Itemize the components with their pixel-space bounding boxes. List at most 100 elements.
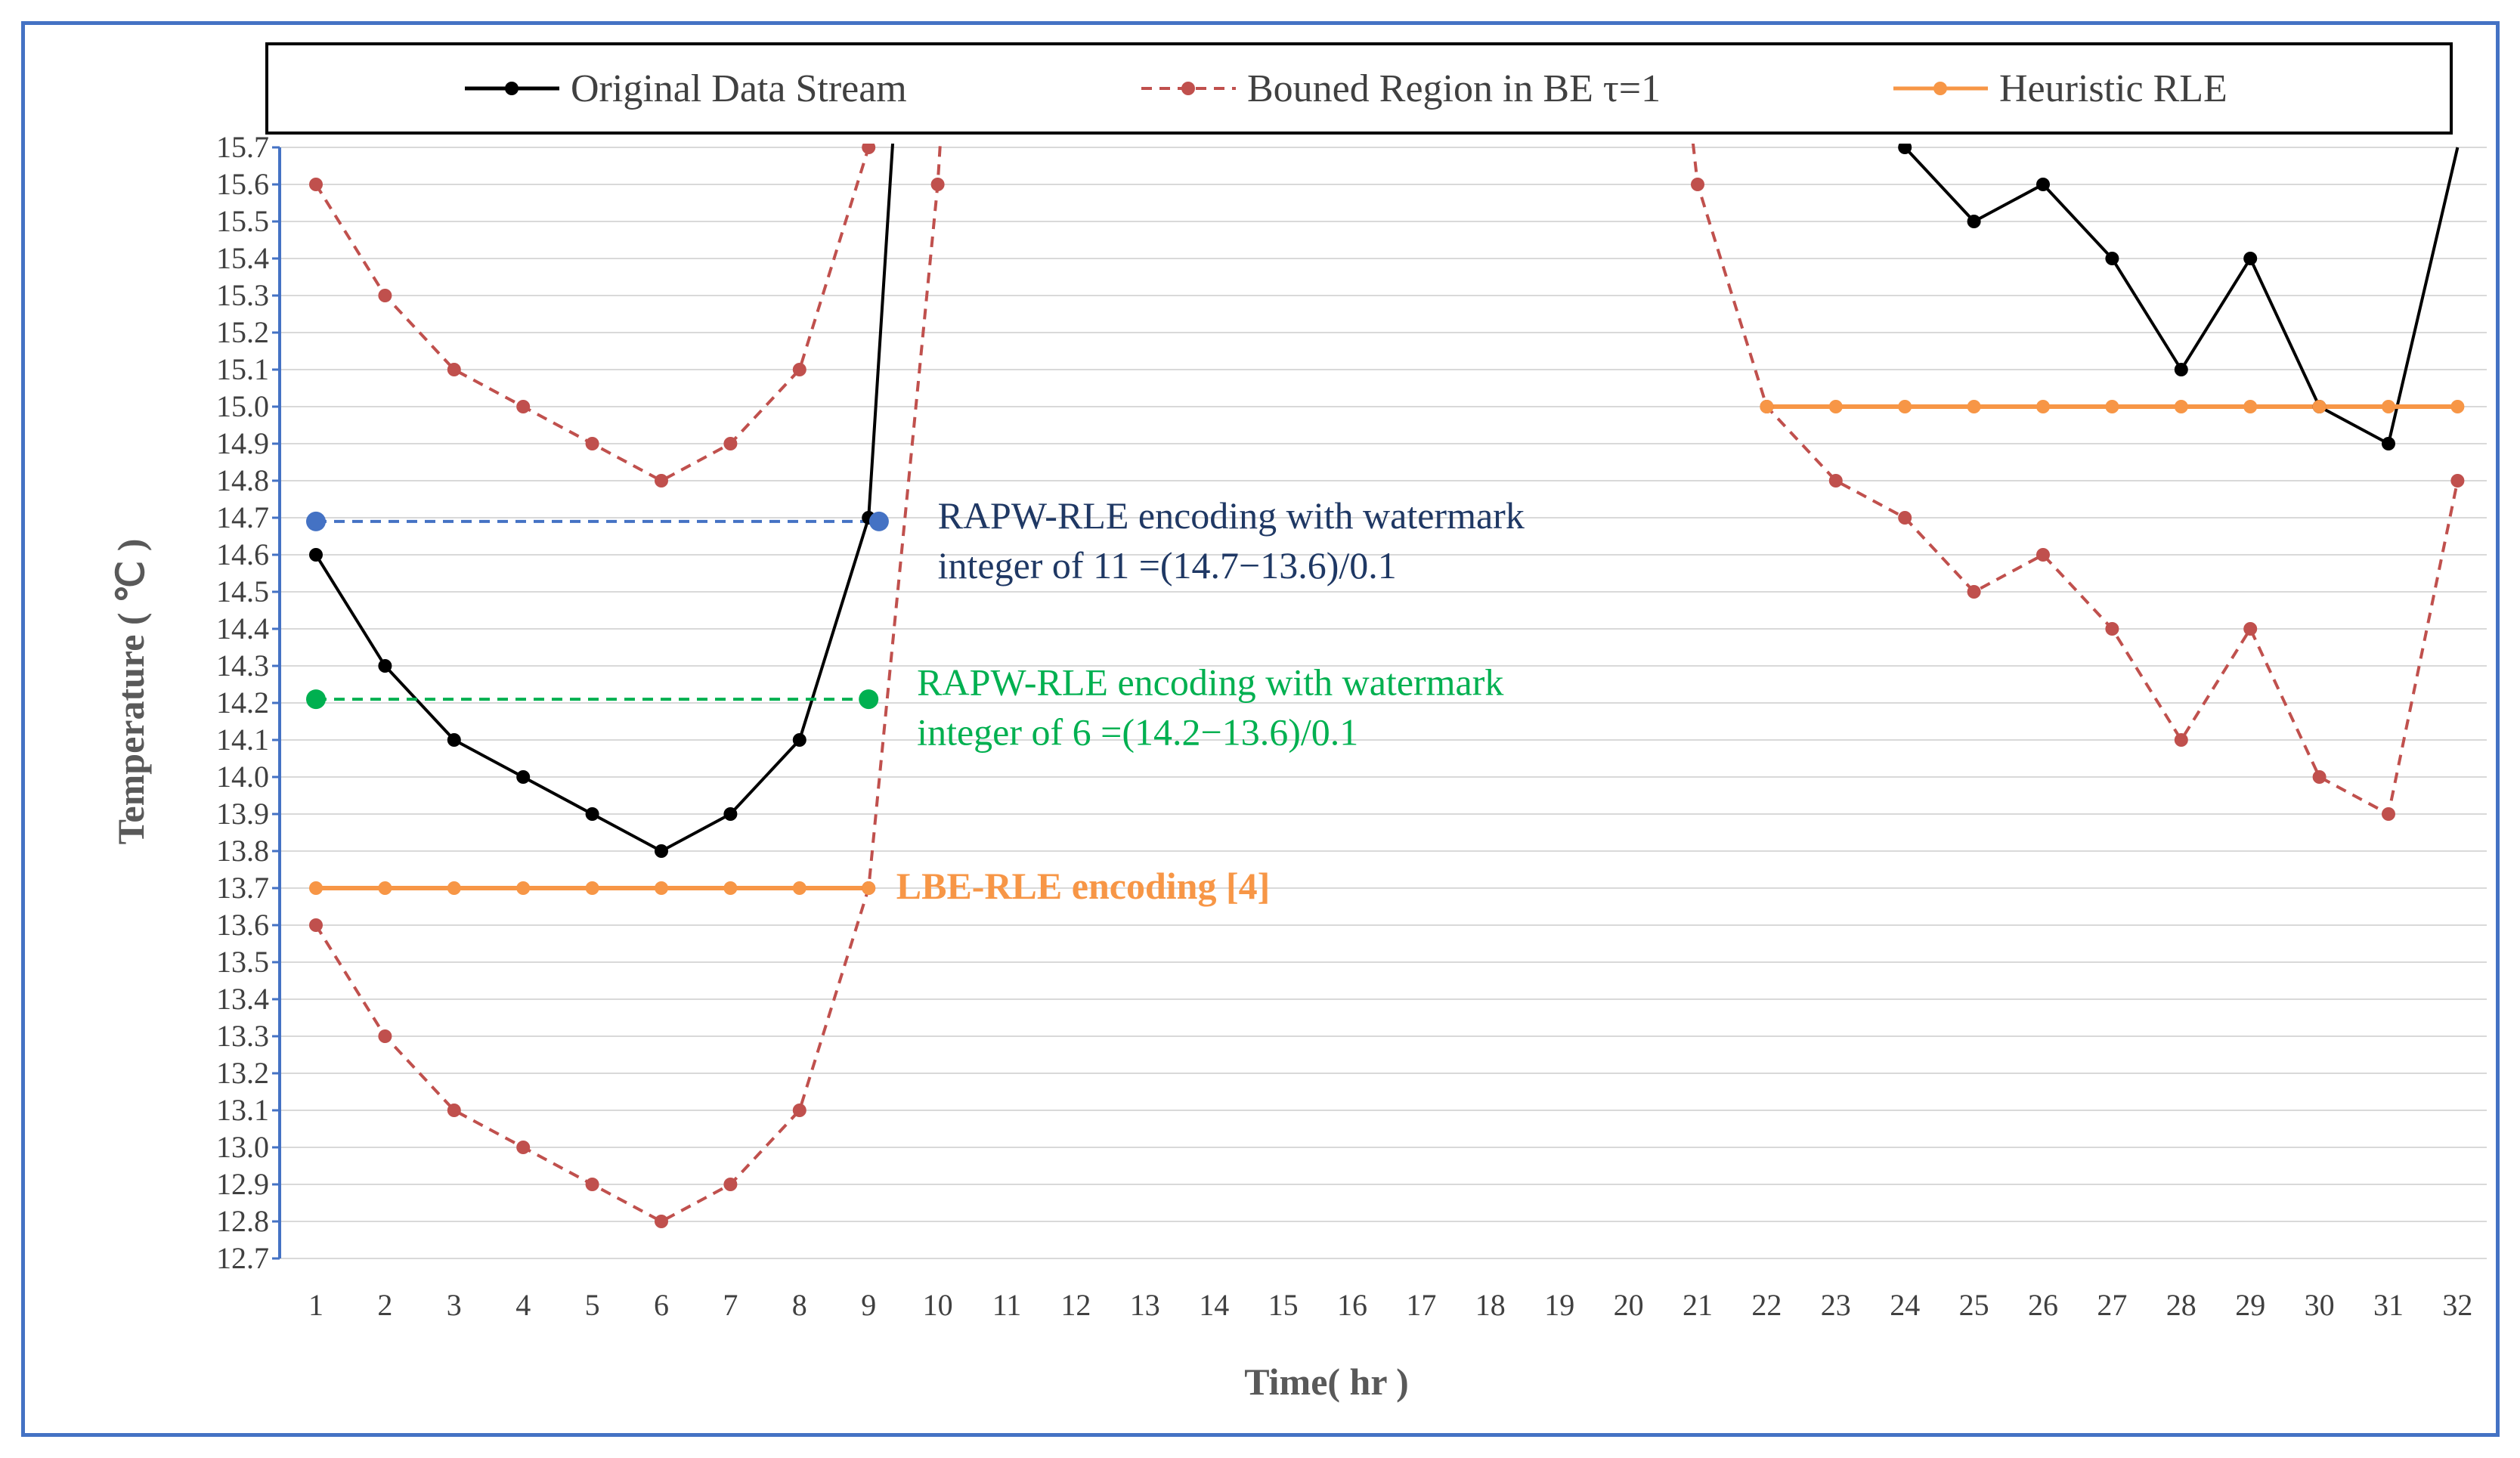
data-point-2 xyxy=(1898,400,1912,413)
y-tick-label: 14.6 xyxy=(216,537,269,571)
x-tick-label: 27 xyxy=(2097,1288,2127,1322)
points-layer xyxy=(306,144,2465,1228)
x-tick-label: 26 xyxy=(2028,1288,2058,1322)
data-point-1 xyxy=(447,363,461,376)
y-tick-label: 15.1 xyxy=(216,352,269,386)
data-point-2 xyxy=(2450,400,2465,413)
series-layer xyxy=(314,144,2460,1223)
y-tick-label: 15.6 xyxy=(216,167,269,201)
data-point-3 xyxy=(585,881,599,895)
legend-label: Heuristic RLE xyxy=(1999,67,2227,110)
data-point-2 xyxy=(2105,400,2119,413)
annotation-text: RAPW-RLE encoding with watermark xyxy=(917,661,1503,704)
y-tick-label: 13.9 xyxy=(216,797,269,831)
data-point-1 xyxy=(1828,474,1843,488)
data-point-0 xyxy=(2382,437,2395,450)
y-tick-label: 14.1 xyxy=(216,723,269,757)
data-point-2 xyxy=(1828,400,1843,413)
x-tick-label: 9 xyxy=(861,1288,876,1322)
y-tick-label: 14.8 xyxy=(216,463,269,497)
data-point-0 xyxy=(792,733,806,747)
data-point-1 xyxy=(1691,178,1704,191)
y-tick-label: 15.2 xyxy=(216,315,269,349)
data-point-3 xyxy=(309,881,323,895)
x-tick-label: 11 xyxy=(992,1288,1022,1322)
y-tick-label: 13.8 xyxy=(216,834,269,868)
legend-swatch-marker xyxy=(505,82,519,95)
data-point-0 xyxy=(2036,178,2050,191)
annotation-text: LBE-RLE encoding [4] xyxy=(896,865,1271,907)
data-point-0 xyxy=(378,659,392,673)
legend: Original Data Stream Bouned Region in BE … xyxy=(265,42,2453,135)
x-tick-label: 7 xyxy=(723,1288,738,1322)
x-tick-label: 10 xyxy=(923,1288,953,1322)
data-point-0 xyxy=(516,770,531,784)
x-tick-label: 12 xyxy=(1060,1288,1091,1322)
legend-box xyxy=(265,42,2453,135)
data-point-1 xyxy=(516,1141,531,1154)
data-point-1 xyxy=(378,1029,392,1043)
y-tick-label: 13.5 xyxy=(216,945,269,979)
data-point-1 xyxy=(655,474,668,488)
x-tick-label: 2 xyxy=(377,1288,392,1322)
annotation-text: RAPW-RLE encoding with watermark xyxy=(938,494,1525,537)
y-tick-label: 13.0 xyxy=(216,1130,269,1164)
annotations: RAPW-RLE encoding with watermark integer … xyxy=(896,494,1525,907)
x-tick-label: 17 xyxy=(1406,1288,1436,1322)
y-tick-label: 12.8 xyxy=(216,1204,269,1238)
x-tick-label: 21 xyxy=(1683,1288,1713,1322)
x-tick-label: 19 xyxy=(1544,1288,1574,1322)
y-tick-label: 14.4 xyxy=(216,611,269,645)
x-tick-label: 22 xyxy=(1751,1288,1782,1322)
data-point-1 xyxy=(447,1104,461,1117)
data-point-2 xyxy=(1760,400,1774,413)
legend-swatch-marker xyxy=(1933,82,1947,95)
data-point-1 xyxy=(2036,548,2050,562)
y-tick-label: 15.7 xyxy=(216,130,269,164)
x-tick-label: 5 xyxy=(585,1288,600,1322)
x-tick-label: 24 xyxy=(1890,1288,1920,1322)
data-point-1 xyxy=(2450,474,2465,488)
data-point-2 xyxy=(2243,400,2258,413)
data-point-1 xyxy=(309,178,323,191)
data-point-1 xyxy=(655,1215,668,1228)
data-point-4 xyxy=(868,511,889,531)
y-tick-label: 13.4 xyxy=(216,982,269,1016)
y-tick-label: 14.7 xyxy=(216,500,269,534)
x-tick-label: 30 xyxy=(2305,1288,2335,1322)
annotation-text: integer of 11 =(14.7−13.6)/0.1 xyxy=(938,544,1397,587)
data-point-2 xyxy=(2174,400,2188,413)
axes xyxy=(272,146,281,1260)
data-point-1 xyxy=(862,144,876,154)
data-point-3 xyxy=(378,881,392,895)
data-point-0 xyxy=(2243,252,2258,265)
annotation-text: integer of 6 =(14.2−13.6)/0.1 xyxy=(917,711,1358,754)
y-tick-label: 14.5 xyxy=(216,574,269,608)
data-point-1 xyxy=(2382,807,2395,821)
x-tick-label: 28 xyxy=(2166,1288,2196,1322)
legend-label: Original Data Stream xyxy=(571,67,907,110)
x-tick-label: 25 xyxy=(1959,1288,1989,1322)
series-line-1 xyxy=(314,144,942,1223)
y-tick-label: 15.5 xyxy=(216,204,269,238)
x-tick-label: 1 xyxy=(308,1288,324,1322)
data-point-1 xyxy=(585,1178,599,1191)
y-tick-label: 14.2 xyxy=(216,686,269,720)
data-point-3 xyxy=(655,881,668,895)
y-axis-title: Temperature ( ℃ ) xyxy=(110,539,152,845)
y-tick-label: 14.9 xyxy=(216,426,269,460)
x-tick-label: 32 xyxy=(2442,1288,2472,1322)
y-tick-label: 13.7 xyxy=(216,871,269,905)
y-tick-label: 15.3 xyxy=(216,278,269,312)
x-tick-labels: 1 2 3 4 5 6 7 8 9 10 11 12 13 14 15 16 17 18 19 20 21 22 23 24 2… xyxy=(308,1288,2472,1322)
data-point-1 xyxy=(585,437,599,450)
data-point-0 xyxy=(2105,252,2119,265)
data-point-3 xyxy=(792,881,806,895)
data-point-2 xyxy=(1967,400,1981,413)
y-tick-labels: 15.715.615.515.415.315.215.115.014.914.8… xyxy=(216,130,269,1275)
series-line-1 xyxy=(314,144,871,482)
data-point-1 xyxy=(378,289,392,302)
x-tick-label: 13 xyxy=(1130,1288,1160,1322)
data-point-1 xyxy=(792,1104,806,1117)
